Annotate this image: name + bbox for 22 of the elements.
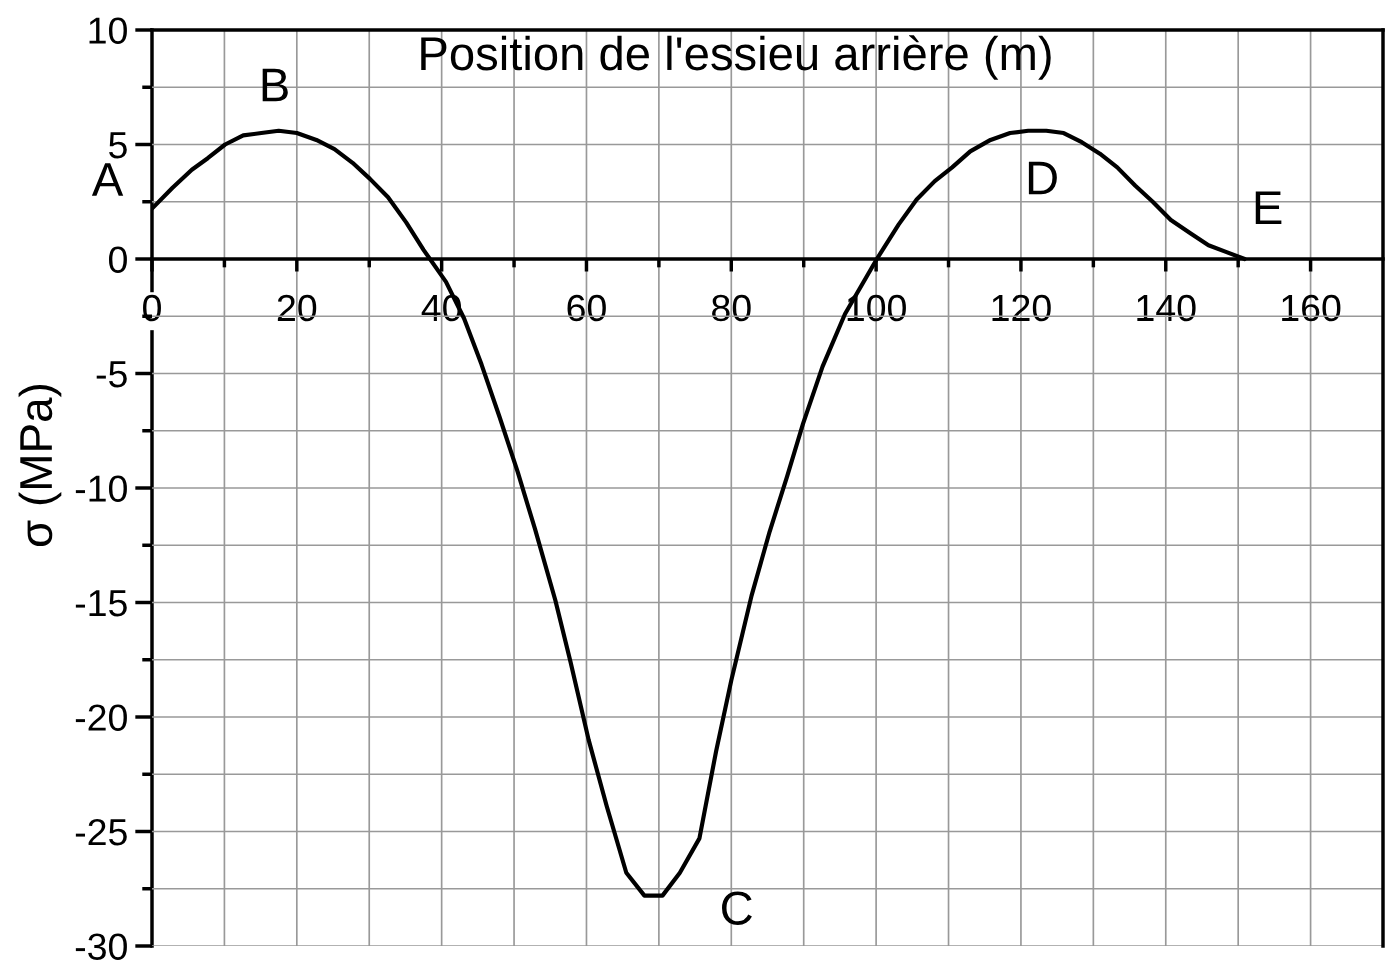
annotation: D (1028, 161, 1057, 195)
x-tick-label: 60 (567, 294, 606, 322)
x-tick-label: 80 (712, 294, 751, 322)
y-axis-title: σ (MPa) (18, 385, 62, 547)
y-tick-label: 0 (109, 246, 127, 273)
annotation: C (722, 891, 752, 925)
y-tick-label: -10 (75, 475, 127, 502)
y-tick-label: 10 (89, 17, 127, 44)
y-tick-label: -30 (75, 933, 127, 960)
annotation: E (1255, 191, 1282, 224)
y-tick-label: -5 (96, 361, 127, 388)
y-tick-label: -15 (75, 590, 127, 617)
x-tick-label: 120 (992, 294, 1051, 322)
x-tick-label: 140 (1137, 294, 1196, 322)
y-tick-label: -20 (75, 704, 127, 731)
x-axis-title: Position de l'essieu arrière (m) (421, 35, 1051, 80)
x-tick-label: 160 (1282, 294, 1341, 322)
y-tick-label: -25 (75, 818, 127, 846)
x-tick-label: 20 (277, 294, 317, 322)
annotation: A (91, 163, 124, 196)
y-tick-label: 5 (109, 132, 127, 159)
annotation: B (262, 68, 288, 102)
